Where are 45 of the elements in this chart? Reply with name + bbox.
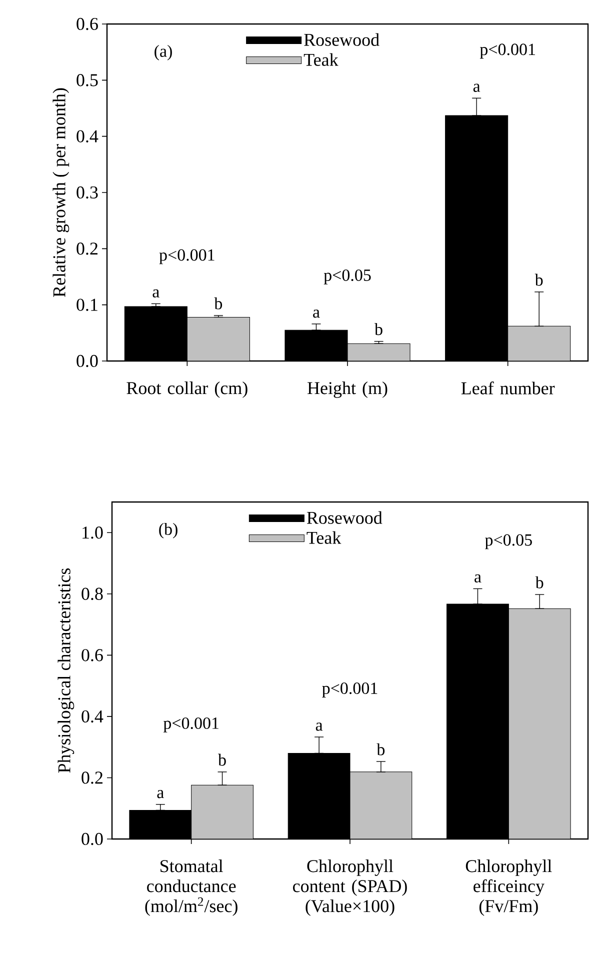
legend-label: Teak	[306, 531, 342, 544]
data-label: a	[313, 310, 320, 318]
x-tick-label: Height (m)	[308, 382, 388, 398]
data-label: b	[214, 297, 222, 310]
y-tick-label: 0.0	[82, 832, 103, 846]
annotation: p<0.001	[159, 249, 214, 264]
legend-label: Rosewood	[306, 511, 382, 524]
y-tick-label: 0.2	[76, 242, 98, 255]
data-label: b	[374, 323, 382, 336]
data-label: b	[376, 743, 385, 756]
y-tick-label: 0.4	[82, 710, 104, 723]
data-label: b	[534, 274, 543, 286]
x-tick-label: Chlorophyll content (SPAD) (Value×100)	[293, 860, 407, 916]
data-label: a	[157, 790, 164, 798]
y-tick-label: 0.8	[82, 588, 103, 600]
y-tick-label: 0.6	[76, 18, 98, 30]
y-axis-title: Physiological characteristics	[58, 568, 74, 773]
annotation: (b)	[159, 522, 178, 538]
y-tick-label: 0.0	[76, 354, 98, 368]
y-tick-label: 0.4	[76, 130, 98, 142]
y-tick-label: 0.6	[82, 649, 103, 662]
annotation: (a)	[154, 44, 172, 60]
x-tick-label: Stomatal conductance (mol/m$^{2}$/sec)	[145, 860, 238, 916]
annotation: p<0.001	[322, 682, 378, 698]
y-tick-label: 0.3	[76, 186, 98, 199]
data-label: a	[152, 289, 160, 298]
annotation: p<0.05	[324, 269, 371, 284]
y-tick-label: 0.2	[82, 772, 102, 784]
data-label: b	[535, 576, 544, 588]
annotation: p<0.05	[485, 534, 532, 550]
y-tick-label: 1.0	[82, 526, 103, 539]
y-tick-label: 0.5	[76, 74, 98, 86]
legend-label: Teak	[304, 53, 338, 66]
x-tick-label: Chlorophyll efficeincy (Fv/Fm)	[466, 860, 552, 916]
annotation: p<0.001	[163, 717, 218, 732]
x-tick-label: Root collar (cm)	[126, 382, 248, 398]
y-tick-label: 0.1	[76, 298, 98, 311]
annotation: p<0.001	[480, 44, 535, 59]
x-tick-label: Leaf number	[461, 382, 555, 394]
legend-label: Rosewood	[304, 33, 380, 46]
data-label: b	[218, 754, 226, 766]
data-label: a	[473, 84, 480, 92]
data-label: a	[316, 722, 323, 731]
y-axis-title: Relative growth ( per month)	[52, 88, 70, 297]
data-label: a	[474, 574, 482, 583]
